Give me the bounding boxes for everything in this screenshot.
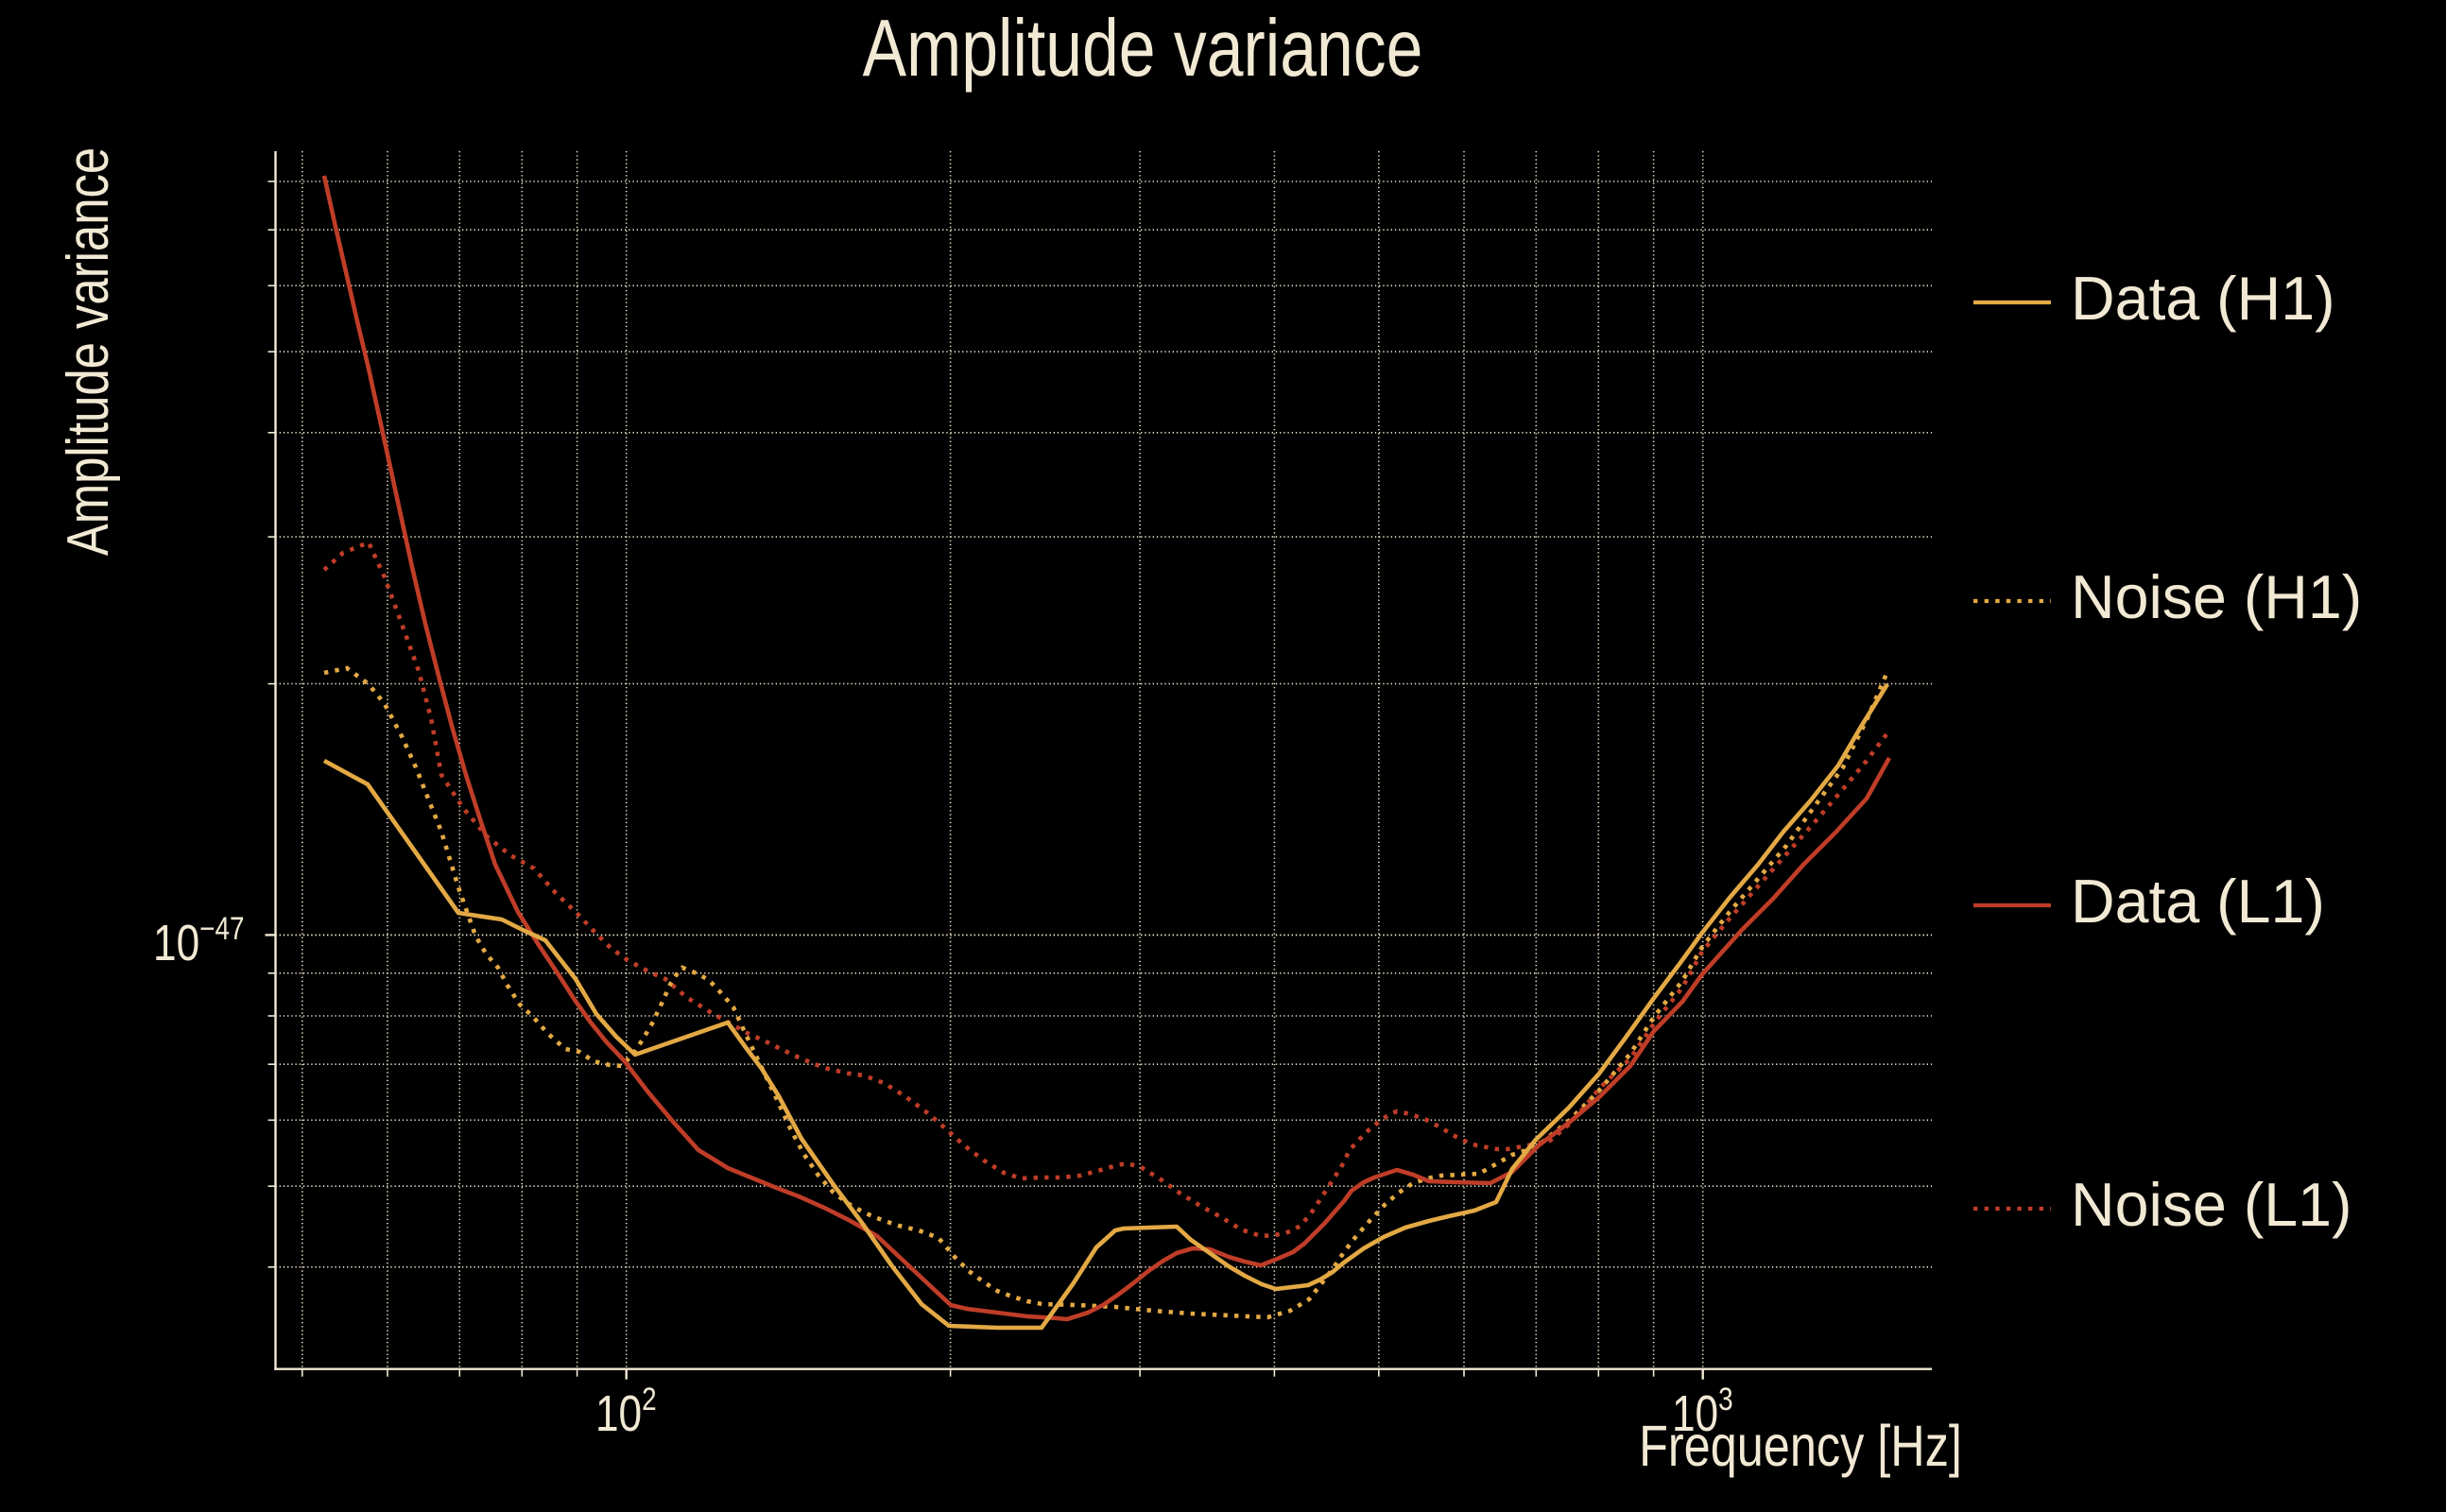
svg-text:10: 10: [595, 1385, 642, 1442]
svg-text:Noise (L1): Noise (L1): [2071, 1171, 2352, 1239]
svg-text:−47: −47: [199, 910, 244, 946]
svg-text:Data (L1): Data (L1): [2071, 868, 2325, 936]
svg-text:10: 10: [153, 915, 199, 971]
svg-text:10: 10: [1672, 1385, 1718, 1442]
svg-text:2: 2: [642, 1381, 657, 1417]
svg-text:Noise (H1): Noise (H1): [2071, 563, 2362, 631]
svg-text:Amplitude variance: Amplitude variance: [56, 147, 121, 556]
svg-text:Data (H1): Data (H1): [2071, 265, 2335, 333]
svg-text:3: 3: [1718, 1381, 1733, 1417]
svg-text:Amplitude variance: Amplitude variance: [863, 5, 1423, 94]
svg-text:Frequency [Hz]: Frequency [Hz]: [1639, 1413, 1962, 1478]
